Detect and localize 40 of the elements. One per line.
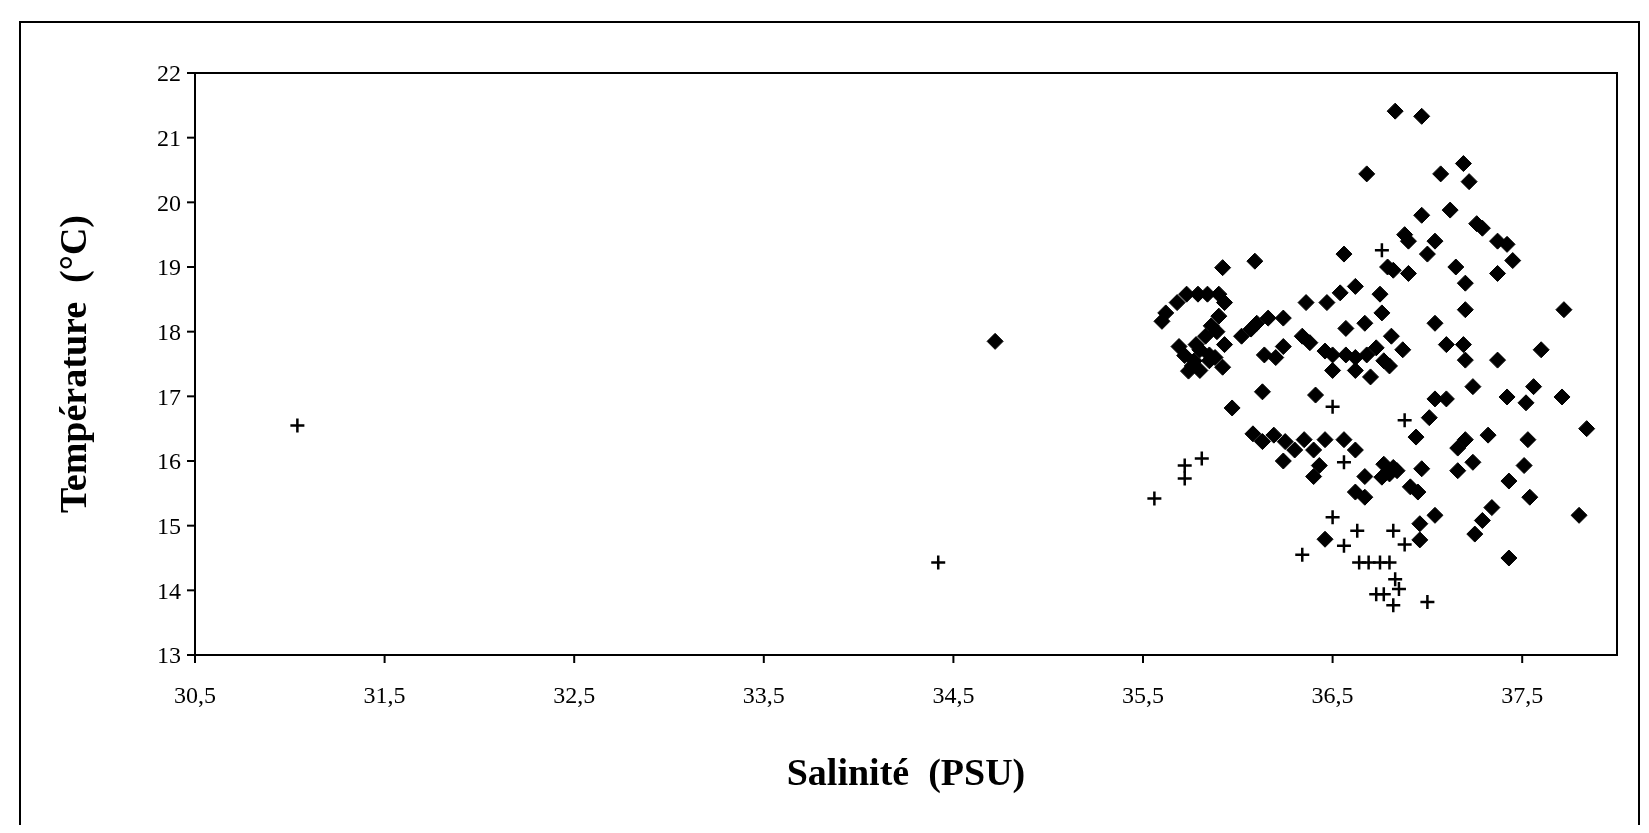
x-tick-label: 35,5 [1122,682,1164,708]
point [1335,537,1353,554]
point [1373,241,1391,259]
x-tick-label: 34,5 [932,682,975,708]
point [1396,412,1413,429]
point [1385,522,1402,540]
y-tick-label: 15 [157,513,181,540]
point [1375,585,1393,603]
y-tick-label: 18 [157,319,181,346]
x-tick-label: 30,5 [174,682,216,708]
point [1176,457,1193,474]
y-axis-title: Température (°C) [52,214,95,514]
y-tick-label: 20 [157,189,181,216]
point [1419,593,1436,611]
y-tick-label: 13 [157,642,181,669]
x-tick-label: 32,5 [553,682,596,708]
point [1385,596,1402,614]
point [1324,509,1341,526]
point [929,554,947,571]
x-tick-label: 36,5 [1311,682,1354,708]
y-tick-label: 16 [157,448,181,475]
x-axis-title: Salinité (PSU) [786,751,1026,794]
x-tick-label: 31,5 [363,682,406,708]
y-tick-label: 17 [157,383,181,410]
point [1146,490,1163,507]
y-tick-label: 19 [157,254,181,281]
point [1193,450,1211,467]
y-tick-label: 14 [157,577,181,604]
point [1324,398,1341,415]
y-tick-label: 21 [157,125,181,152]
point [1294,546,1311,564]
x-tick-label: 37,5 [1501,682,1544,708]
point [1349,522,1366,540]
point [1396,536,1413,553]
point [1335,454,1353,471]
x-tick-label: 33,5 [742,682,785,708]
point [1176,470,1193,487]
y-tick-label: 22 [157,60,181,87]
point [1381,554,1398,571]
point [289,417,306,434]
